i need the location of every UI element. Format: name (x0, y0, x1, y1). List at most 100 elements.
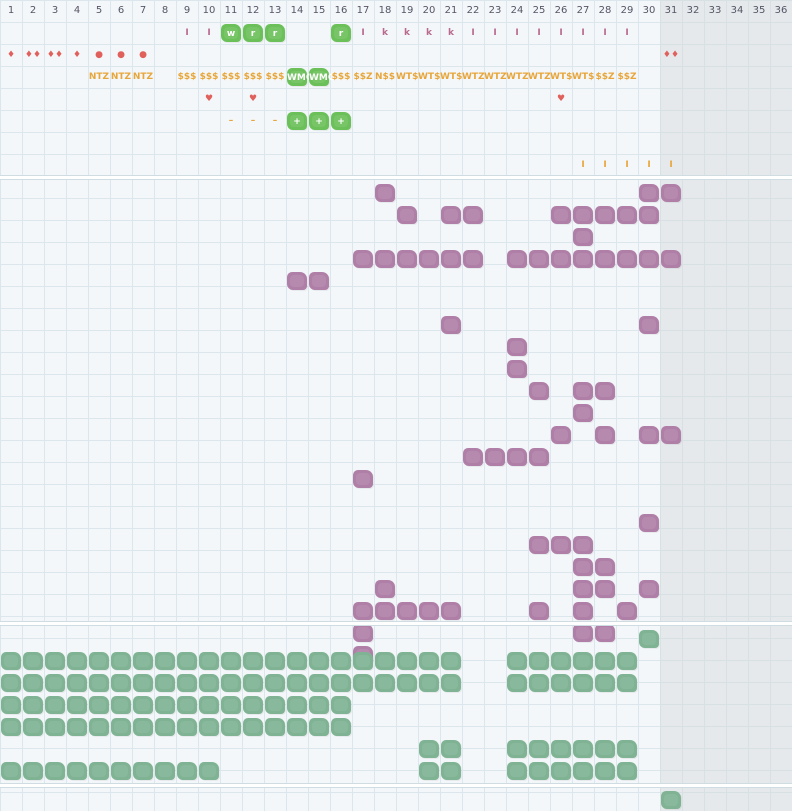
cell-marker[interactable]: k (426, 28, 432, 38)
mauve-block[interactable] (661, 426, 681, 444)
mauve-block[interactable] (595, 558, 615, 576)
mauve-block[interactable] (661, 250, 681, 268)
cell-marker[interactable]: I (559, 28, 563, 38)
mauve-block[interactable] (573, 206, 593, 224)
mauve-block[interactable] (573, 536, 593, 554)
green-block[interactable] (133, 762, 153, 780)
mauve-block[interactable] (595, 580, 615, 598)
status-badge[interactable]: w (221, 24, 241, 42)
cell-marker[interactable]: ● (139, 50, 147, 60)
green-block[interactable] (23, 696, 43, 714)
green-block[interactable] (45, 696, 65, 714)
green-block[interactable] (441, 652, 461, 670)
green-block[interactable] (177, 652, 197, 670)
mauve-block[interactable] (529, 602, 549, 620)
cell-marker[interactable]: WT$ (418, 72, 440, 82)
status-badge[interactable]: r (243, 24, 263, 42)
green-block[interactable] (89, 696, 109, 714)
mauve-block[interactable] (397, 206, 417, 224)
mauve-block[interactable] (639, 184, 659, 202)
mauve-block[interactable] (353, 602, 373, 620)
cell-marker[interactable]: k (404, 28, 410, 38)
mauve-block[interactable] (551, 250, 571, 268)
green-block[interactable] (617, 674, 637, 692)
cell-marker[interactable]: $$$ (221, 72, 241, 82)
mauve-block[interactable] (573, 250, 593, 268)
green-block[interactable] (331, 674, 351, 692)
cell-marker[interactable]: WT$ (440, 72, 462, 82)
mauve-block[interactable] (375, 580, 395, 598)
mauve-block[interactable] (529, 448, 549, 466)
green-block[interactable] (309, 674, 329, 692)
mauve-block[interactable] (573, 558, 593, 576)
mauve-block[interactable] (507, 250, 527, 268)
mauve-block[interactable] (529, 382, 549, 400)
green-block[interactable] (1, 762, 21, 780)
cell-marker[interactable]: I (581, 160, 585, 170)
green-block[interactable] (45, 762, 65, 780)
mauve-block[interactable] (419, 250, 439, 268)
cell-marker[interactable]: NTZ (110, 72, 132, 82)
green-block[interactable] (331, 718, 351, 736)
cell-marker[interactable]: I (603, 28, 607, 38)
cell-marker[interactable]: ● (117, 50, 125, 60)
green-block[interactable] (507, 674, 527, 692)
mauve-block[interactable] (573, 404, 593, 422)
green-block[interactable] (617, 762, 637, 780)
mauve-block[interactable] (375, 250, 395, 268)
green-block[interactable] (243, 696, 263, 714)
green-block[interactable] (595, 674, 615, 692)
green-block[interactable] (23, 674, 43, 692)
green-block[interactable] (1, 652, 21, 670)
mauve-block[interactable] (617, 250, 637, 268)
green-block[interactable] (111, 718, 131, 736)
green-block[interactable] (199, 762, 219, 780)
green-block[interactable] (661, 791, 681, 809)
cell-marker[interactable]: WT$ (550, 72, 572, 82)
green-block[interactable] (155, 718, 175, 736)
cell-marker[interactable]: WTZ (462, 72, 484, 82)
green-block[interactable] (67, 762, 87, 780)
green-block[interactable] (507, 652, 527, 670)
green-block[interactable] (331, 652, 351, 670)
green-block[interactable] (199, 718, 219, 736)
mauve-block[interactable] (529, 536, 549, 554)
mauve-block[interactable] (463, 250, 483, 268)
mauve-block[interactable] (463, 206, 483, 224)
green-block[interactable] (1, 674, 21, 692)
green-block[interactable] (419, 762, 439, 780)
mauve-block[interactable] (463, 448, 483, 466)
cell-marker[interactable]: I (669, 160, 673, 170)
mauve-block[interactable] (507, 360, 527, 378)
mauve-block[interactable] (639, 426, 659, 444)
cell-marker[interactable]: ♦♦ (46, 50, 64, 60)
cell-marker[interactable]: WTZ (528, 72, 550, 82)
cell-marker[interactable]: $$$ (331, 72, 351, 82)
mauve-block[interactable] (397, 250, 417, 268)
cell-marker[interactable]: WT$ (396, 72, 418, 82)
green-block[interactable] (221, 718, 241, 736)
green-block[interactable] (111, 674, 131, 692)
cell-marker[interactable]: I (537, 28, 541, 38)
cell-marker[interactable]: N$$ (374, 72, 396, 82)
cell-marker[interactable]: k (448, 28, 454, 38)
green-block[interactable] (1, 718, 21, 736)
cell-marker[interactable]: NTZ (88, 72, 110, 82)
green-block[interactable] (89, 762, 109, 780)
green-block[interactable] (133, 652, 153, 670)
mauve-block[interactable] (441, 602, 461, 620)
cell-marker[interactable]: $$$ (243, 72, 263, 82)
cell-marker[interactable]: I (207, 28, 211, 38)
mauve-block[interactable] (617, 602, 637, 620)
status-badge[interactable]: WMO (309, 68, 336, 86)
green-block[interactable] (23, 652, 43, 670)
mauve-block[interactable] (529, 250, 549, 268)
mauve-block[interactable] (419, 602, 439, 620)
cell-marker[interactable]: WTZ (506, 72, 528, 82)
green-block[interactable] (265, 674, 285, 692)
cell-marker[interactable]: NTZ (132, 72, 154, 82)
cell-marker[interactable]: I (647, 160, 651, 170)
green-block[interactable] (265, 652, 285, 670)
mauve-block[interactable] (573, 580, 593, 598)
cell-marker[interactable]: I (361, 28, 365, 38)
